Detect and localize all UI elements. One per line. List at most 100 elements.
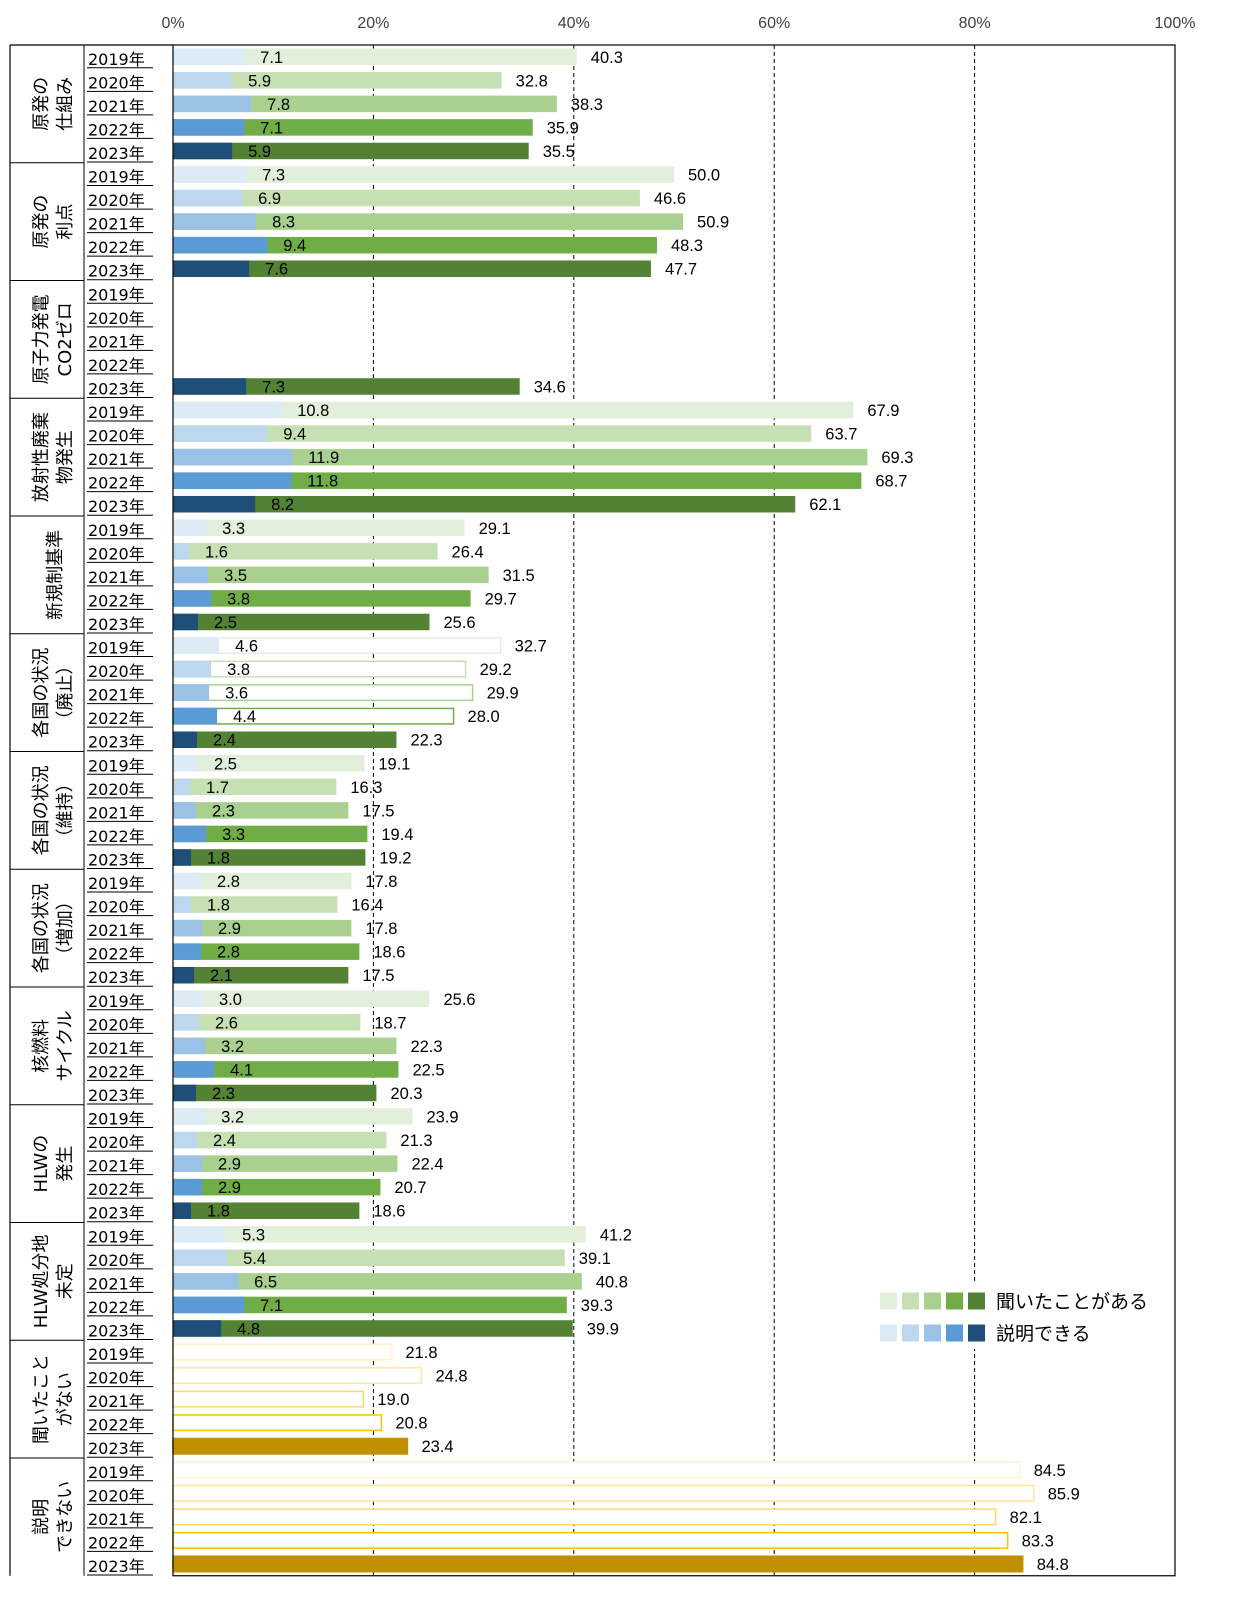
year-label: 2021年 (88, 1039, 145, 1058)
group-label: 核燃料 (31, 1019, 52, 1073)
value-label: 8.2 (271, 496, 294, 514)
bar-explain (173, 1202, 192, 1219)
group-label: 説明 (31, 1499, 52, 1535)
value-label: 22.4 (411, 1156, 443, 1174)
x-tick-label: 60% (758, 15, 790, 32)
value-label: 84.5 (1034, 1462, 1066, 1480)
legend-swatch-heard (880, 1292, 897, 1310)
value-label: 22.5 (412, 1061, 444, 1079)
value-label: 68.7 (875, 473, 907, 491)
value-label: 3.3 (222, 520, 245, 538)
year-label: 2023年 (88, 1439, 145, 1458)
group-label: 各国の状況 (31, 883, 52, 973)
bar-heard (173, 48, 577, 66)
year-label: 2019年 (88, 992, 145, 1011)
value-label: 39.1 (579, 1250, 611, 1268)
group-label: 放射性廃棄 (31, 412, 52, 502)
group-label: 聞いたこと (31, 1354, 52, 1444)
legend-swatch-explain (946, 1324, 963, 1342)
value-label: 18.6 (373, 1203, 405, 1221)
value-label: 4.1 (230, 1061, 253, 1079)
axes: 0% 20% 40% 60% 80% 100% 2019年 2020年 2021年 2022年 20… (9, 15, 1196, 1577)
value-label: 25.6 (444, 614, 476, 632)
group-label: 各国の状況 (31, 648, 52, 738)
group-label: できない (55, 1481, 76, 1553)
value-label: 19.1 (378, 755, 410, 773)
value-label: 29.7 (485, 590, 517, 608)
value-label: 2.5 (214, 614, 237, 632)
value-label: 41.2 (600, 1226, 632, 1244)
year-label: 2019年 (88, 756, 145, 775)
value-label: 69.3 (881, 449, 913, 467)
year-label: 2020年 (88, 1369, 145, 1388)
year-label: 2022年 (88, 709, 145, 728)
value-label: 50.9 (697, 214, 729, 232)
bar-heard (173, 566, 489, 584)
bar-heard (173, 613, 430, 631)
value-label: 16.4 (351, 897, 383, 915)
value-label: 47.7 (665, 261, 697, 279)
value-label: 20.7 (394, 1179, 426, 1197)
bar-never-heard (172, 1531, 1009, 1549)
bar-explain (173, 472, 292, 489)
bar-explain (173, 613, 199, 631)
group-label: （維持） (55, 774, 76, 846)
value-label: 35.9 (547, 119, 579, 137)
value-label: 5.4 (243, 1250, 266, 1268)
value-label: 7.8 (267, 96, 290, 114)
legend-swatch-heard (924, 1292, 941, 1310)
value-label: 21.8 (405, 1344, 437, 1362)
value-label: 17.5 (362, 802, 394, 820)
value-label: 10.8 (297, 402, 329, 420)
bar-explain (173, 872, 202, 890)
year-label: 2022年 (88, 1416, 145, 1435)
bar-heard (173, 1061, 399, 1078)
year-label: 2019年 (88, 874, 145, 893)
legend-swatch-explain (880, 1324, 897, 1342)
value-label: 32.7 (515, 638, 547, 656)
legend-swatch-heard (946, 1292, 963, 1310)
value-label: 34.6 (534, 378, 566, 396)
year-label: 2022年 (88, 1180, 145, 1199)
year-label: 2021年 (88, 686, 145, 705)
value-label: 9.4 (283, 426, 306, 444)
bar-explain (173, 637, 220, 654)
value-label: 1.8 (207, 1203, 230, 1221)
value-label: 2.9 (218, 1179, 241, 1197)
bar-explain (173, 1226, 227, 1243)
bar-heard (173, 802, 349, 819)
bar-heard (173, 590, 471, 607)
bar-explain (173, 119, 245, 136)
bar-heard (173, 731, 397, 748)
year-label: 2021年 (88, 215, 145, 234)
bar-heard (173, 849, 366, 866)
value-label: 3.6 (225, 685, 248, 703)
value-label: 4.6 (235, 638, 258, 656)
year-label: 2023年 (88, 144, 145, 163)
bar-heard (173, 1273, 582, 1290)
bar-heard (173, 755, 365, 772)
x-tick-label: 40% (558, 15, 590, 32)
bar-explain (173, 260, 250, 277)
year-label: 2022年 (88, 356, 145, 375)
bar-explain (173, 966, 195, 984)
bar-heard (173, 401, 854, 419)
x-tick-label: 100% (1155, 15, 1196, 32)
value-label: 7.1 (260, 119, 283, 137)
bar-heard (173, 896, 338, 913)
bar-never-heard (172, 1461, 1021, 1479)
value-label: 2.4 (213, 732, 236, 750)
bar-never-heard (172, 1343, 393, 1361)
year-label: 2023年 (88, 262, 145, 281)
year-label: 2022年 (88, 827, 145, 846)
year-label: 2023年 (88, 1086, 145, 1105)
value-label: 40.3 (591, 49, 623, 67)
bar-explain (173, 1155, 203, 1172)
group-label: 未定 (55, 1263, 76, 1299)
value-label: 2.9 (218, 920, 241, 938)
bar-explain (173, 1037, 206, 1055)
year-label: 2020年 (88, 191, 145, 210)
bar-explain (173, 1273, 239, 1290)
bar-heard (173, 1226, 586, 1243)
year-label: 2021年 (88, 803, 145, 822)
